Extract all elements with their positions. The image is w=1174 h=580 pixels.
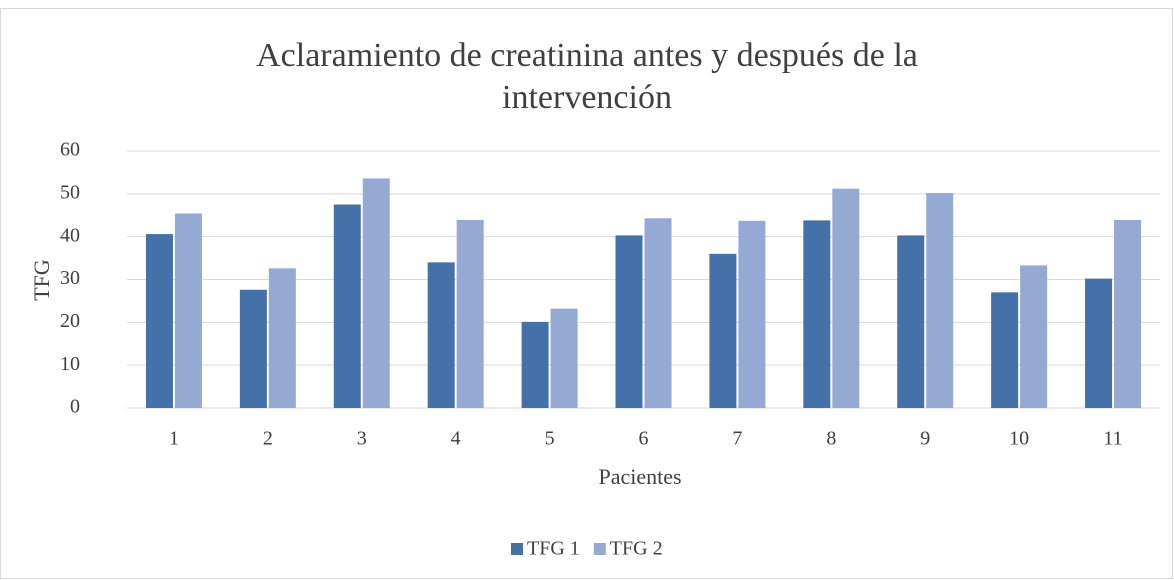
x-axis-label: Pacientes [598, 464, 681, 489]
x-tick-label: 1 [169, 428, 179, 450]
bar [832, 188, 860, 408]
legend-label: TFG 2 [610, 538, 663, 560]
bar [991, 292, 1019, 408]
x-tick-label: 6 [639, 428, 649, 450]
y-tick-label: 30 [60, 267, 80, 289]
x-tick-label: 11 [1103, 428, 1122, 450]
y-tick-label: 40 [60, 224, 80, 246]
bar [803, 220, 831, 408]
y-tick-label: 50 [60, 181, 80, 203]
bar [521, 321, 549, 408]
bar [174, 213, 202, 408]
bar [427, 262, 455, 408]
x-tick-label: 8 [826, 428, 836, 450]
x-tick-label: 10 [1009, 428, 1029, 450]
bar [738, 220, 766, 408]
legend-swatch [511, 543, 523, 555]
y-tick-label: 10 [60, 353, 80, 375]
bar [268, 268, 296, 408]
bar [145, 234, 173, 408]
x-tick-label: 2 [263, 428, 273, 450]
y-tick-label: 0 [70, 396, 80, 418]
x-tick-label: 3 [357, 428, 367, 450]
bar [644, 218, 672, 408]
bar [456, 219, 484, 408]
bar [926, 192, 954, 408]
bar [709, 253, 737, 408]
x-tick-label: 7 [732, 428, 742, 450]
y-tick-label: 60 [60, 139, 80, 161]
y-axis-label: TFG [29, 259, 54, 301]
bar [1085, 278, 1113, 408]
bar [362, 178, 390, 408]
chart-title: Aclaramiento de creatinina antes y despu… [256, 37, 918, 116]
legend-label: TFG 1 [527, 538, 580, 560]
bar [1114, 219, 1142, 408]
bar [897, 235, 925, 408]
legend-swatch [593, 543, 606, 555]
bar [615, 235, 643, 408]
x-tick-label: 9 [920, 428, 930, 450]
bar [550, 308, 578, 408]
x-tick-label: 5 [545, 428, 555, 450]
bar [1020, 265, 1048, 408]
bar [239, 289, 267, 408]
x-tick-label: 4 [451, 428, 461, 450]
y-tick-label: 20 [60, 310, 80, 332]
bar [333, 204, 361, 408]
